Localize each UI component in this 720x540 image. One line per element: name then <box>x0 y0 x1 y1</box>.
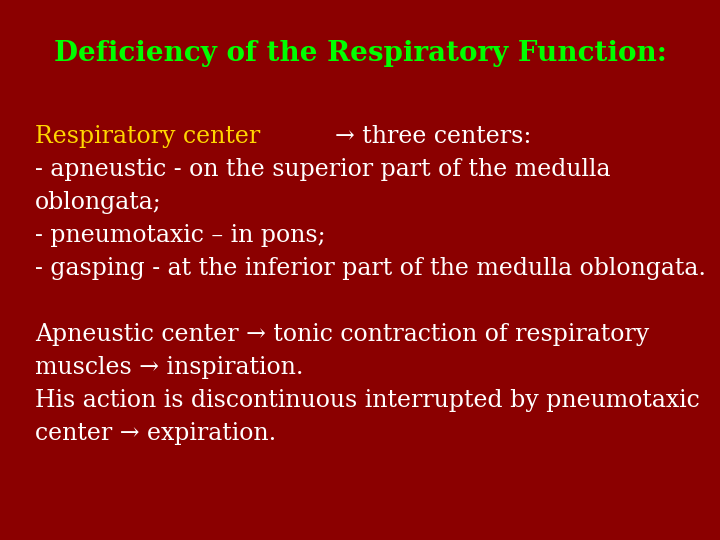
Text: center → expiration.: center → expiration. <box>35 422 276 445</box>
Text: → three centers:: → three centers: <box>336 125 531 148</box>
Text: Apneustic center → tonic contraction of respiratory: Apneustic center → tonic contraction of … <box>35 323 649 346</box>
Text: Deficiency of the Respiratory Function:: Deficiency of the Respiratory Function: <box>53 40 667 67</box>
Text: oblongata;: oblongata; <box>35 191 162 214</box>
Text: His action is discontinuous interrupted by pneumotaxic: His action is discontinuous interrupted … <box>35 389 700 412</box>
Text: - apneustic - on the superior part of the medulla: - apneustic - on the superior part of th… <box>35 158 611 181</box>
Text: Respiratory center: Respiratory center <box>35 125 268 148</box>
Text: - gasping - at the inferior part of the medulla oblongata.: - gasping - at the inferior part of the … <box>35 257 706 280</box>
Text: - pneumotaxic – in pons;: - pneumotaxic – in pons; <box>35 224 325 247</box>
Text: muscles → inspiration.: muscles → inspiration. <box>35 356 304 379</box>
